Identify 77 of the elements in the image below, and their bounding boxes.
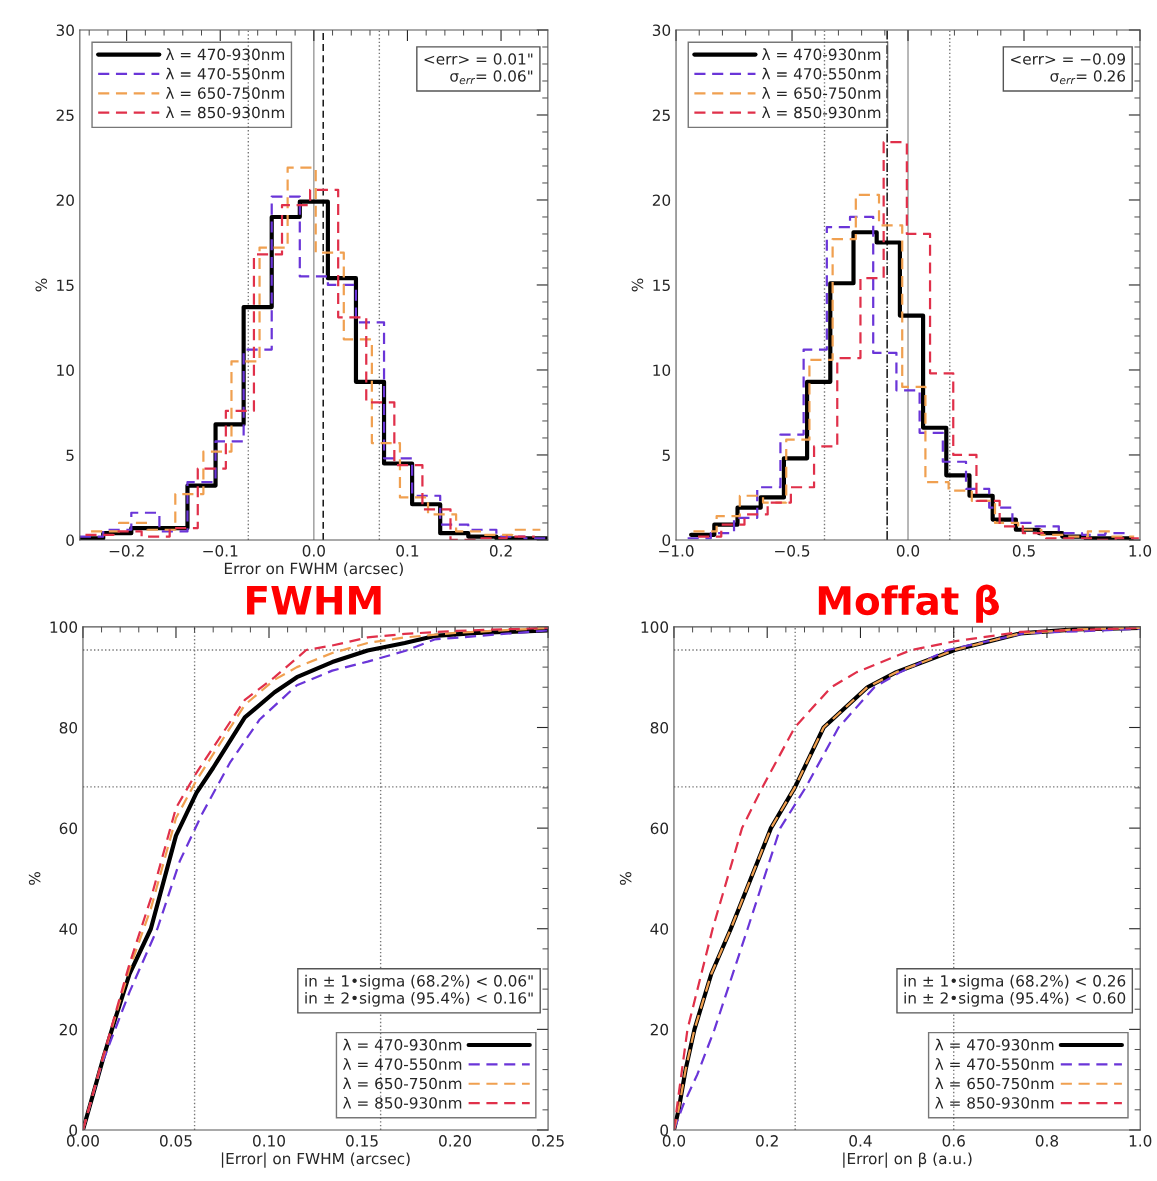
y-axis-title: % [35,278,48,292]
x-axis-title: |Error| on FWHM (arcsec) [221,1152,410,1168]
y-tick-label: 10 [653,364,671,376]
y-tick-label: 40 [59,923,78,935]
legend-label: λ = 470-550nm [762,67,881,80]
x-tick-label: −0.5 [775,545,810,557]
legend-label: λ = 850-930nm [165,106,285,119]
annotation: <err> = −0.09 σ$_{err}$= 0.26 [1011,53,1126,85]
legend-label: λ = 650-750nm [165,87,285,99]
y-axis-title: % [631,278,644,292]
y-tick-label: 10 [57,364,74,376]
legend-label: λ = 470-930nm [762,48,881,61]
x-tick-label: 0.10 [253,1135,285,1147]
y-tick-label: 20 [59,1023,78,1036]
y-tick-label: 5 [662,449,670,461]
y-tick-label: 80 [650,721,669,734]
x-tick-label: −1.0 [659,545,694,557]
y-tick-label: 100 [641,621,669,633]
x-tick-label: 1.0 [1129,1135,1152,1147]
y-tick-label: 0 [66,534,74,546]
annotation: in ± 1•sigma (68.2%) < 0.06" in ± 2•sigma (95.4%) < 0.16" [305,974,533,1007]
y-tick-label: 0 [662,534,671,546]
x-tick-label: 0.0 [662,1135,686,1147]
x-tick-label: 0.6 [942,1135,965,1147]
y-axis-title: % [28,872,41,885]
x-tick-label: 0.00 [66,1135,99,1147]
y-tick-label: 30 [652,24,671,37]
x-tick-label: 0.2 [489,545,512,557]
x-tick-label: 0.0 [302,545,325,557]
y-tick-label: 100 [50,621,78,633]
legend-label: λ = 470-930nm [935,1038,1054,1051]
legend-label: λ = 850-930nm [343,1096,462,1109]
legend-label: λ = 650-750nm [343,1077,462,1090]
y-tick-label: 25 [652,109,670,122]
x-tick-label: 0.4 [849,1135,872,1147]
x-tick-label: 0.20 [439,1135,472,1147]
x-tick-label: 0.8 [1035,1135,1059,1147]
x-axis-title: Error on FWHM (arcsec) [224,562,403,576]
x-tick-label: 0.25 [532,1135,564,1147]
x-tick-label: 0.0 [896,545,920,557]
y-tick-label: 20 [652,194,671,206]
x-tick-label: −0.2 [109,545,144,557]
y-tick-label: 60 [650,822,669,835]
legend-label: λ = 850-930nm [762,106,881,119]
legend-label: λ = 470-930nm [343,1038,462,1051]
x-tick-label: 0.05 [159,1135,192,1147]
annotation: in ± 1•sigma (68.2%) < 0.26 in ± 2•sigma (95.4%) < 0.60 [904,974,1126,1007]
y-tick-label: 5 [66,449,74,461]
annotation: <err> = 0.01" σ$_{err}$= 0.06" [424,53,533,85]
text: Moffat β [818,584,999,623]
y-tick-label: 0 [69,1124,78,1136]
legend-label: λ = 650-750nm [935,1077,1054,1090]
y-tick-label: 20 [56,194,74,206]
x-tick-label: 1.0 [1129,545,1152,557]
legend-label: λ = 470-550nm [935,1058,1054,1070]
legend-label: λ = 850-930nm [935,1096,1054,1109]
legend-label: λ = 470-550nm [343,1058,462,1070]
text: FWHM [247,586,381,615]
y-tick-label: 60 [59,822,78,835]
x-tick-label: 0.5 [1012,545,1035,557]
y-axis-title: % [619,872,632,885]
y-tick-label: 0 [660,1124,669,1136]
y-tick-label: 15 [653,279,670,291]
y-tick-label: 20 [650,1023,669,1036]
x-tick-label: 0.15 [346,1135,378,1147]
y-tick-label: 25 [56,109,74,122]
x-axis-title: |Error| on β (a.u.) [843,1152,972,1168]
x-tick-label: −0.1 [203,545,238,557]
x-tick-label: 0.2 [756,1135,778,1147]
y-tick-label: 15 [57,279,74,291]
y-tick-label: 30 [56,24,74,37]
legend-label: λ = 650-750nm [762,87,881,99]
x-tick-label: 0.1 [396,545,419,557]
legend-label: λ = 470-550nm [165,67,285,80]
y-tick-label: 80 [59,721,78,734]
legend-label: λ = 470-930nm [165,48,285,61]
y-tick-label: 40 [650,923,669,935]
